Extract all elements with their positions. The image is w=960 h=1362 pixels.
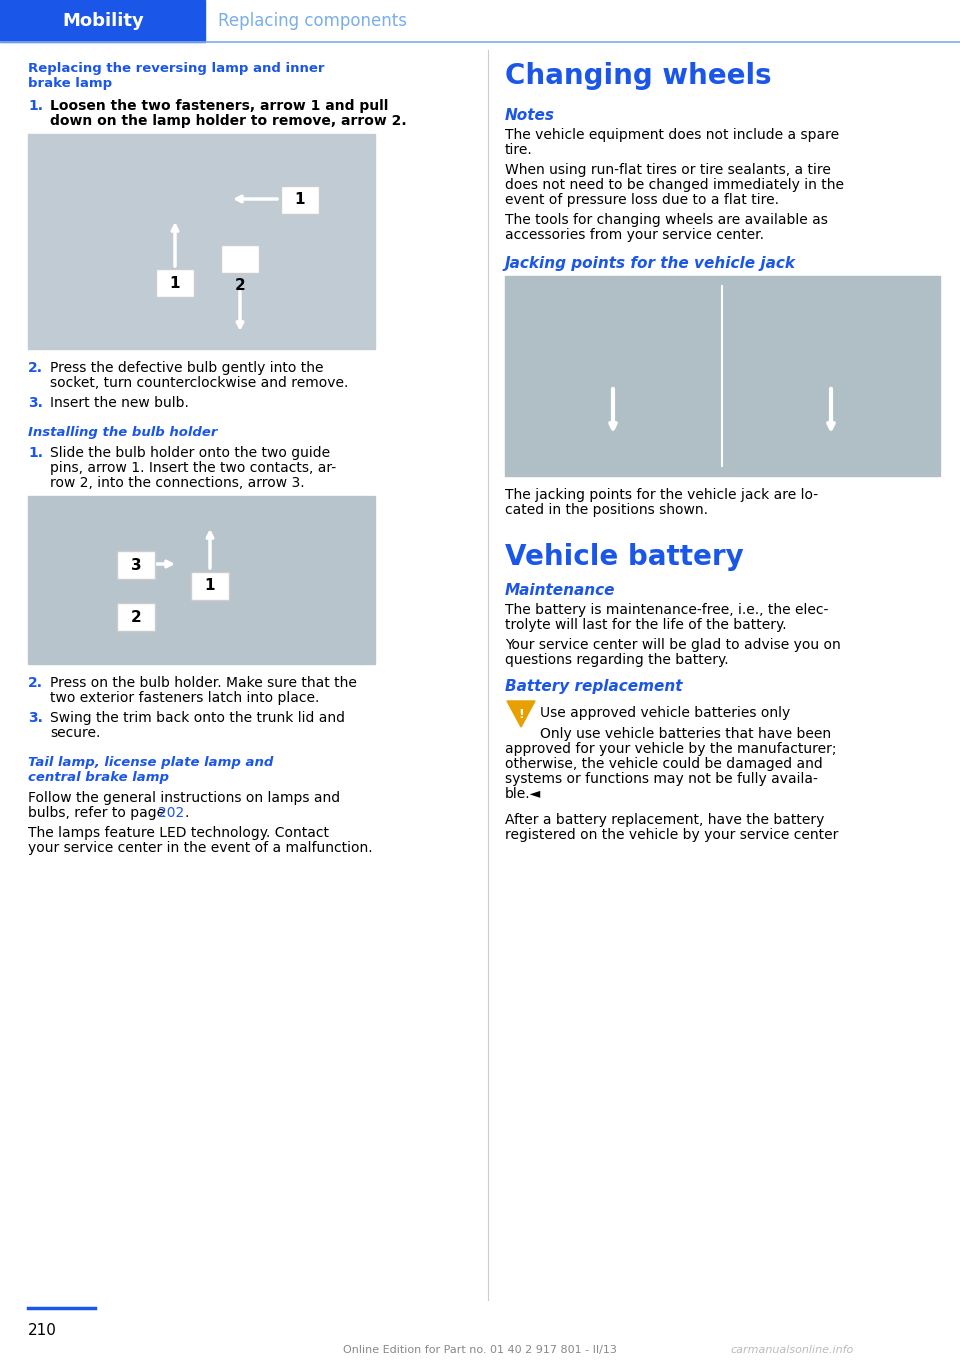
FancyBboxPatch shape (191, 572, 229, 601)
Text: Press on the bulb holder. Make sure that the: Press on the bulb holder. Make sure that… (50, 676, 357, 691)
Text: The lamps feature LED technology. Contact: The lamps feature LED technology. Contac… (28, 825, 329, 840)
Text: cated in the positions shown.: cated in the positions shown. (505, 503, 708, 518)
Text: 210: 210 (28, 1323, 57, 1337)
FancyBboxPatch shape (221, 245, 259, 272)
Text: Only use vehicle batteries that have been: Only use vehicle batteries that have bee… (540, 727, 831, 741)
Text: The battery is maintenance-free, i.e., the elec-: The battery is maintenance-free, i.e., t… (505, 603, 828, 617)
Text: two exterior fasteners latch into place.: two exterior fasteners latch into place. (50, 691, 320, 706)
Text: Press the defective bulb gently into the: Press the defective bulb gently into the (50, 361, 324, 375)
Text: Vehicle battery: Vehicle battery (505, 543, 744, 571)
Text: pins, arrow 1. Insert the two contacts, ar-: pins, arrow 1. Insert the two contacts, … (50, 460, 336, 475)
Text: Tail lamp, license plate lamp and: Tail lamp, license plate lamp and (28, 756, 274, 770)
Text: your service center in the event of a malfunction.: your service center in the event of a ma… (28, 840, 372, 855)
Text: event of pressure loss due to a flat tire.: event of pressure loss due to a flat tir… (505, 193, 779, 207)
Text: ble.◄: ble.◄ (505, 787, 541, 801)
Text: 2: 2 (131, 610, 141, 625)
Text: 202: 202 (158, 806, 184, 820)
Text: approved for your vehicle by the manufacturer;: approved for your vehicle by the manufac… (505, 742, 836, 756)
Text: 1: 1 (204, 579, 215, 594)
Text: 2: 2 (234, 278, 246, 293)
Text: trolyte will last for the life of the battery.: trolyte will last for the life of the ba… (505, 618, 786, 632)
Text: Replacing components: Replacing components (218, 12, 407, 30)
Text: Maintenance: Maintenance (505, 583, 615, 598)
Text: Slide the bulb holder onto the two guide: Slide the bulb holder onto the two guide (50, 445, 330, 460)
Text: After a battery replacement, have the battery: After a battery replacement, have the ba… (505, 813, 825, 827)
Text: Use approved vehicle batteries only: Use approved vehicle batteries only (540, 706, 790, 720)
Text: secure.: secure. (50, 726, 101, 740)
Text: Swing the trim back onto the trunk lid and: Swing the trim back onto the trunk lid a… (50, 711, 345, 725)
Text: Installing the bulb holder: Installing the bulb holder (28, 426, 217, 439)
Text: row 2, into the connections, arrow 3.: row 2, into the connections, arrow 3. (50, 475, 304, 490)
Bar (28, 496, 375, 665)
Text: The vehicle equipment does not include a spare: The vehicle equipment does not include a… (505, 128, 839, 142)
Text: brake lamp: brake lamp (28, 78, 112, 90)
Text: .: . (185, 806, 189, 820)
Text: Mobility: Mobility (62, 12, 144, 30)
Text: 3.: 3. (28, 711, 43, 725)
FancyBboxPatch shape (281, 187, 319, 214)
Text: 3: 3 (131, 557, 141, 572)
Text: registered on the vehicle by your service center: registered on the vehicle by your servic… (505, 828, 838, 842)
Text: 2.: 2. (28, 676, 43, 691)
Text: Notes: Notes (505, 108, 555, 123)
Text: Battery replacement: Battery replacement (505, 680, 683, 695)
Text: Replacing the reversing lamp and inner: Replacing the reversing lamp and inner (28, 63, 324, 75)
Text: 1.: 1. (28, 445, 43, 460)
Text: 1: 1 (170, 275, 180, 290)
Text: central brake lamp: central brake lamp (28, 771, 169, 785)
Text: !: ! (518, 708, 524, 722)
Bar (28, 133, 375, 349)
Text: accessories from your service center.: accessories from your service center. (505, 227, 764, 242)
Text: systems or functions may not be fully availa-: systems or functions may not be fully av… (505, 772, 818, 786)
Text: Changing wheels: Changing wheels (505, 63, 772, 90)
FancyBboxPatch shape (117, 552, 155, 579)
Text: Loosen the two fasteners, arrow 1 and pull: Loosen the two fasteners, arrow 1 and pu… (50, 99, 389, 113)
Text: The jacking points for the vehicle jack are lo-: The jacking points for the vehicle jack … (505, 488, 818, 503)
Text: 2.: 2. (28, 361, 43, 375)
Text: Insert the new bulb.: Insert the new bulb. (50, 396, 189, 410)
Text: Follow the general instructions on lamps and: Follow the general instructions on lamps… (28, 791, 340, 805)
Text: carmanualsonline.info: carmanualsonline.info (730, 1346, 853, 1355)
Text: Online Edition for Part no. 01 40 2 917 801 - II/13: Online Edition for Part no. 01 40 2 917 … (343, 1346, 617, 1355)
Polygon shape (507, 701, 535, 727)
Text: 1.: 1. (28, 99, 43, 113)
FancyBboxPatch shape (156, 270, 194, 297)
Text: otherwise, the vehicle could be damaged and: otherwise, the vehicle could be damaged … (505, 757, 823, 771)
Text: questions regarding the battery.: questions regarding the battery. (505, 652, 729, 667)
Bar (505, 276, 940, 475)
FancyBboxPatch shape (117, 603, 155, 631)
Text: Your service center will be glad to advise you on: Your service center will be glad to advi… (505, 637, 841, 652)
Text: 3.: 3. (28, 396, 43, 410)
Text: bulbs, refer to page: bulbs, refer to page (28, 806, 170, 820)
Text: The tools for changing wheels are available as: The tools for changing wheels are availa… (505, 212, 828, 227)
Text: 1: 1 (295, 192, 305, 207)
Text: Jacking points for the vehicle jack: Jacking points for the vehicle jack (505, 256, 796, 271)
Text: When using run-flat tires or tire sealants, a tire: When using run-flat tires or tire sealan… (505, 163, 830, 177)
Text: does not need to be changed immediately in the: does not need to be changed immediately … (505, 178, 844, 192)
Text: tire.: tire. (505, 143, 533, 157)
Text: down on the lamp holder to remove, arrow 2.: down on the lamp holder to remove, arrow… (50, 114, 407, 128)
Text: socket, turn counterclockwise and remove.: socket, turn counterclockwise and remove… (50, 376, 348, 390)
Bar (0, 0, 205, 42)
